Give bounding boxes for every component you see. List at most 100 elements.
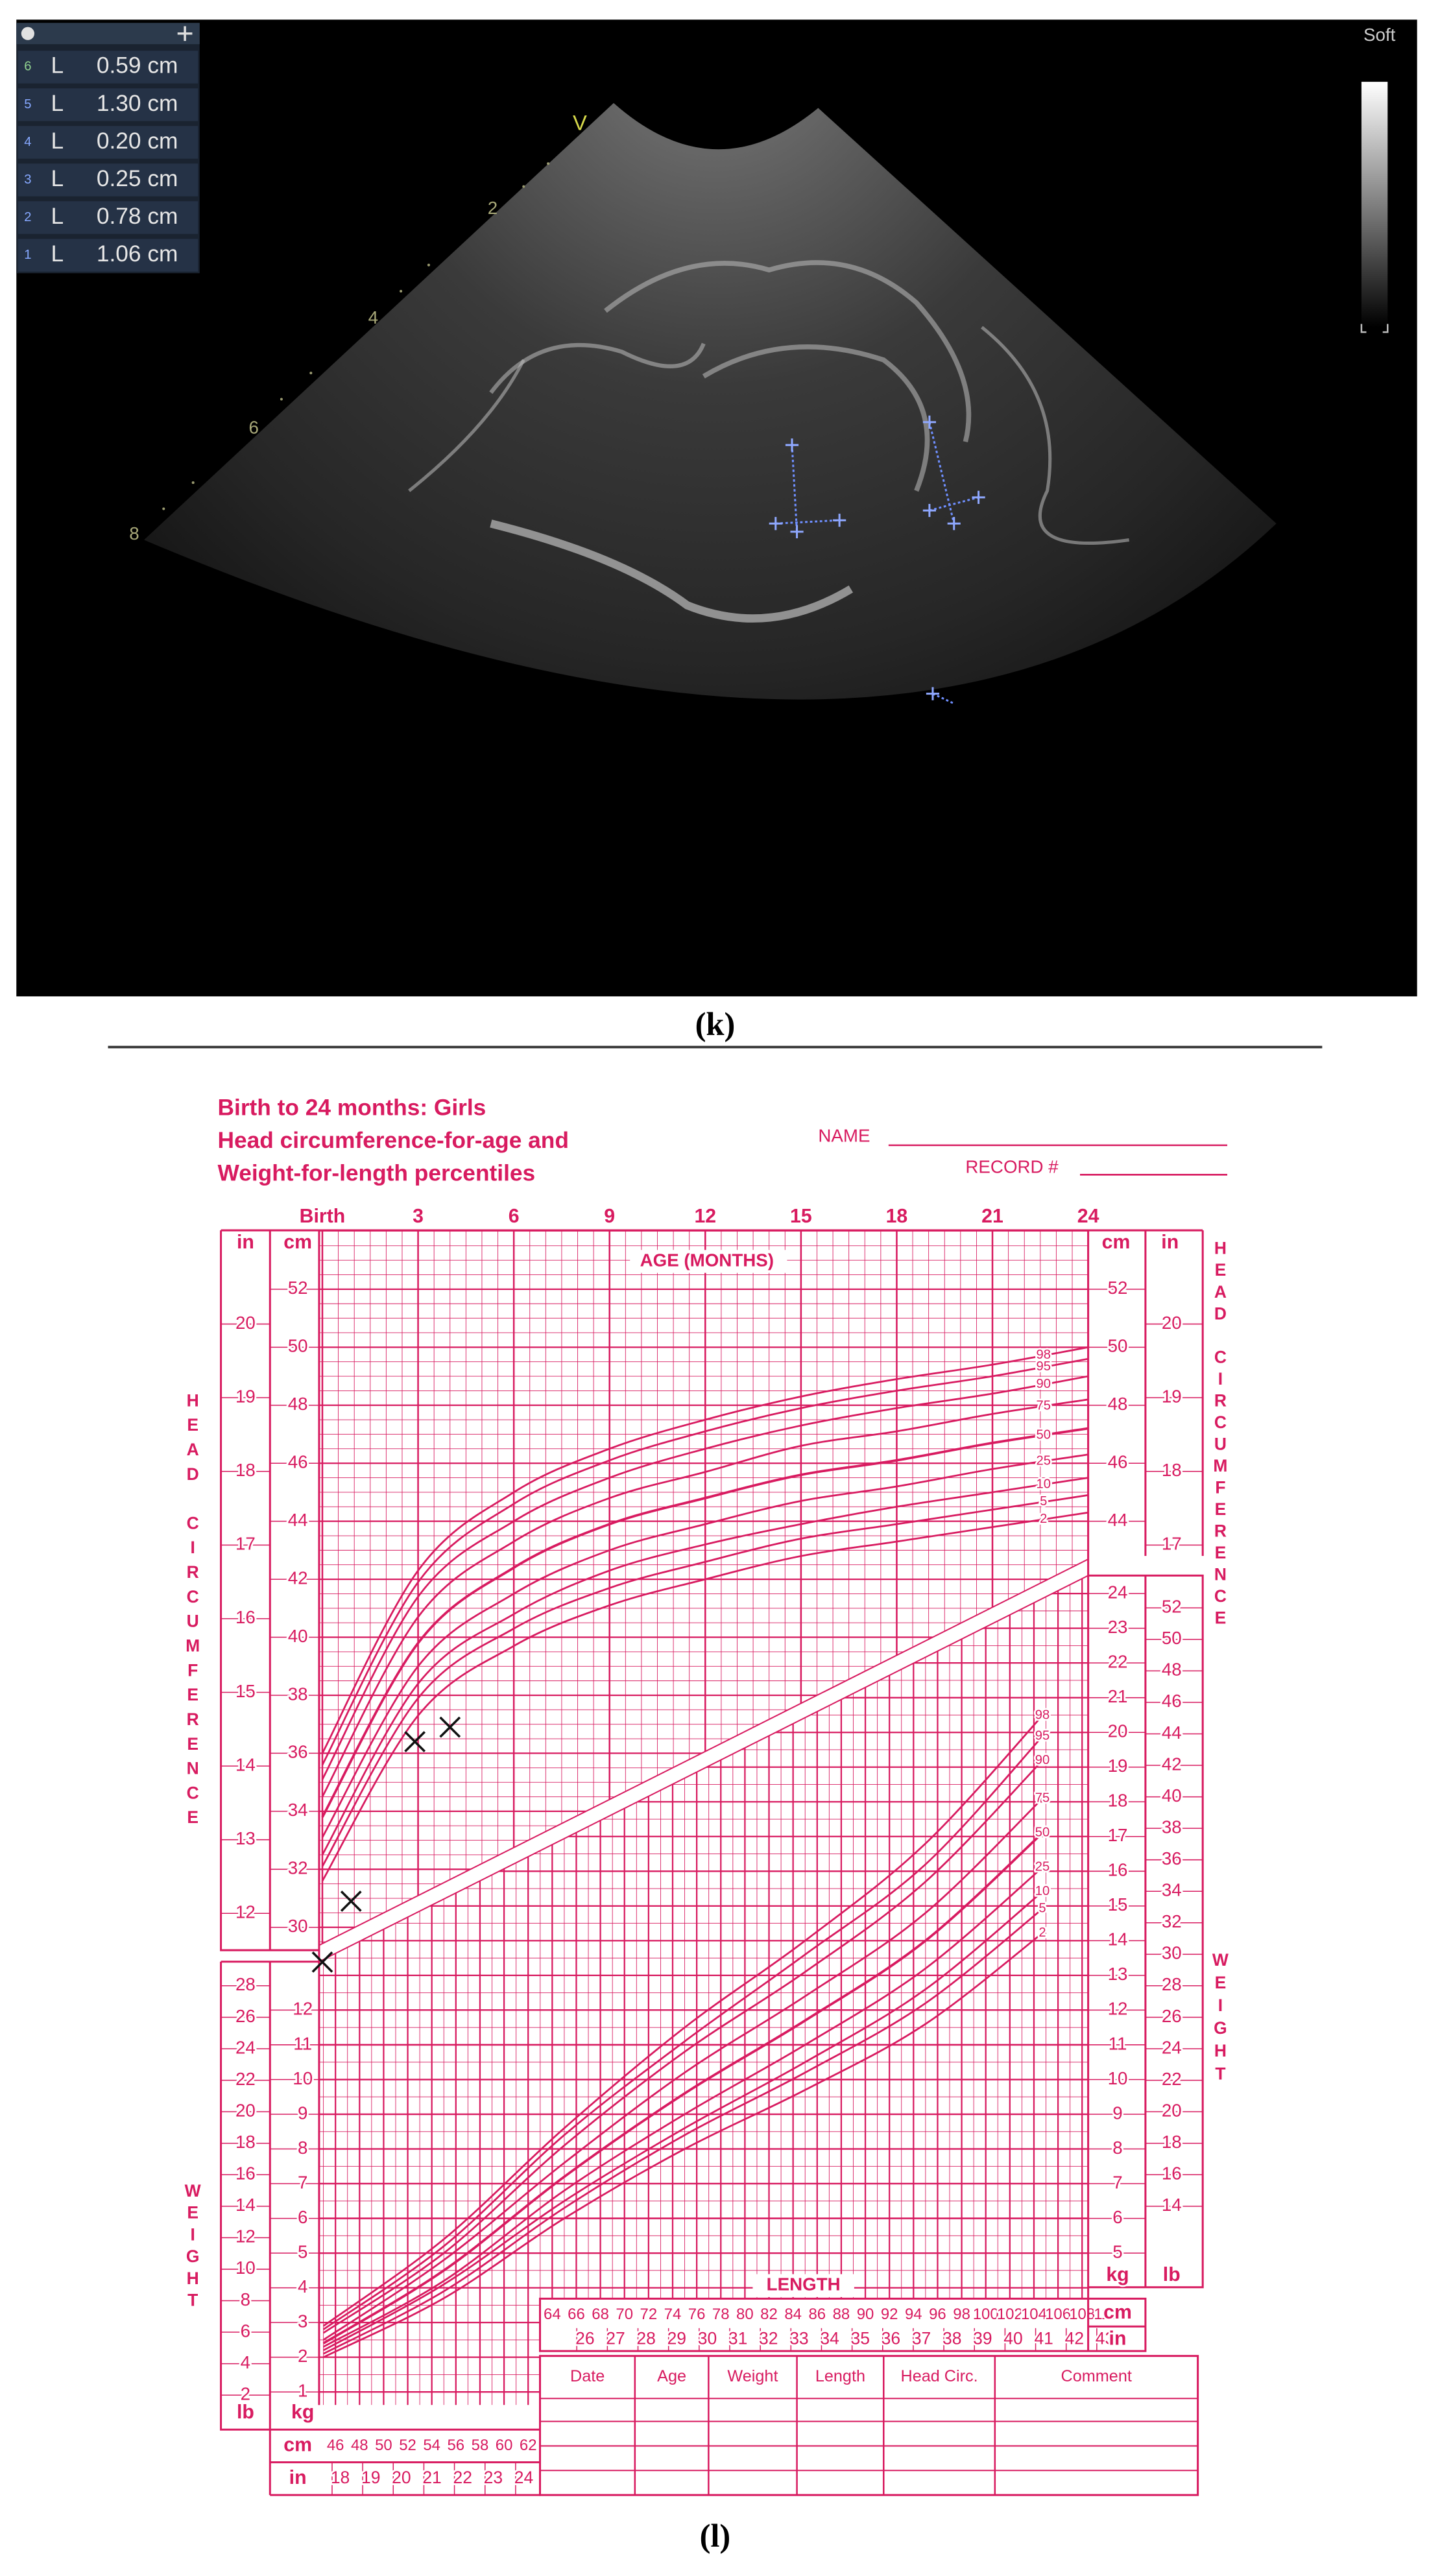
x-tick-label: 46: [327, 2437, 344, 2454]
percentile-label: 25: [1035, 1860, 1050, 1874]
y-tick-label: 32: [288, 1858, 308, 1878]
weight-grid: [318, 1575, 1088, 2405]
x-tick-label: 40: [1003, 2328, 1022, 2348]
x-tick-label: 66: [568, 2306, 585, 2323]
measurement-value: 1.06 cm: [97, 241, 178, 267]
x-tick-label: 88: [833, 2306, 850, 2323]
x-tick-label: 70: [616, 2306, 633, 2323]
y-tick-label: 52: [1162, 1597, 1182, 1617]
y-tick-label: 28: [235, 1974, 256, 1994]
y-tick-label: 18: [1162, 1460, 1182, 1480]
depth-label: 2: [488, 198, 498, 218]
x-tick-label: 33: [789, 2328, 808, 2348]
measurement-number: 2: [24, 210, 31, 224]
y-tick-label: 10: [235, 2258, 256, 2278]
x-tick-label: 56: [447, 2437, 464, 2454]
percentile-label: 5: [1040, 1494, 1047, 1509]
y-tick-label: 11: [1109, 2033, 1127, 2053]
x-tick-label: 108: [1069, 2306, 1095, 2323]
y-tick-label: 24: [1108, 1582, 1128, 1602]
x-tick-label: 42: [1065, 2328, 1084, 2348]
measurement-point: [340, 1890, 362, 1912]
depth-label: 8: [129, 523, 139, 543]
y-tick-label: 17: [1108, 1825, 1128, 1845]
gray-bar-bracket: [1360, 324, 1389, 333]
x-axis-title: LENGTH: [767, 2274, 841, 2295]
y-tick-label: 17: [1162, 1534, 1182, 1554]
measurement-row: [18, 51, 198, 84]
x-tick-label: 9: [604, 1206, 615, 1227]
y-tick-label: 4: [241, 2352, 250, 2372]
percentile-label: 75: [1037, 1399, 1051, 1413]
y-tick-label: 8: [241, 2289, 250, 2309]
x-tick-label: 3: [413, 1206, 424, 1227]
y-tick-label: 6: [298, 2207, 307, 2227]
x-tick-label: 72: [640, 2306, 658, 2323]
measurement-point: [311, 1951, 333, 1973]
depth-label: 6: [248, 417, 258, 437]
x-tick-label: 80: [736, 2306, 754, 2323]
y-tick-label: 36: [288, 1742, 308, 1762]
table-header: Length: [815, 2367, 865, 2385]
y-tick-label: 34: [288, 1800, 308, 1820]
y-tick-label: 30: [1162, 1943, 1182, 1963]
x-tick-label: 39: [973, 2328, 992, 2348]
unit-label: lb: [1163, 2264, 1181, 2285]
percentile-curve: [321, 1346, 1088, 1754]
y-tick-label: 8: [1112, 2138, 1122, 2158]
x-tick-label: 6: [509, 1206, 520, 1227]
y-tick-label: 44: [1162, 1723, 1182, 1743]
x-tick-label: 24: [514, 2468, 533, 2487]
y-tick-label: 40: [1162, 1785, 1182, 1806]
y-tick-label: 14: [1162, 2195, 1182, 2215]
x-tick-label: 23: [484, 2468, 503, 2487]
y-tick-label: 20: [1162, 2100, 1182, 2120]
y-tick-label: 50: [1108, 1336, 1128, 1356]
unit-label: cm: [283, 1232, 312, 1253]
y-tick-label: 10: [1108, 2068, 1128, 2088]
y-tick-label: 5: [298, 2241, 307, 2261]
y-tick-label: 20: [235, 2100, 256, 2120]
measurement-value: 1.30 cm: [97, 91, 178, 116]
y-tick-label: 12: [293, 1999, 313, 2019]
x-tick-label: 100: [973, 2306, 999, 2323]
measurement-number: 4: [24, 135, 31, 149]
y-tick-label: 18: [1108, 1791, 1128, 1811]
y-tick-label: 8: [298, 2138, 307, 2158]
x-tick-label: 92: [881, 2306, 898, 2323]
y-tick-label: 18: [235, 2132, 256, 2152]
y-tick-label: 36: [1162, 1848, 1182, 1868]
y-tick-label: 24: [235, 2037, 256, 2057]
measurement-point: [404, 1731, 426, 1752]
x-tick-label: 26: [575, 2328, 594, 2348]
percentile-label: 50: [1035, 1826, 1050, 1840]
preset-label: Soft: [1363, 25, 1396, 45]
unit-label: cm: [1102, 1232, 1131, 1253]
y-tick-label: 46: [288, 1452, 308, 1472]
y-tick-label: 48: [288, 1394, 308, 1414]
y-tick-label: 22: [1162, 2069, 1182, 2089]
y-tick-label: 42: [1162, 1754, 1182, 1774]
x-tick-label: 32: [759, 2328, 778, 2348]
measurement-type: L: [51, 241, 64, 267]
frame: [220, 1229, 1204, 2405]
percentile-label: 25: [1037, 1454, 1051, 1468]
unit-label: lb: [237, 2402, 254, 2423]
x-tick-label: 27: [606, 2328, 625, 2348]
x-tick-label: 102: [997, 2306, 1023, 2323]
y-tick-label: 50: [1162, 1628, 1182, 1648]
percentile-curve: [321, 1494, 1088, 1867]
x-tick-label: 29: [667, 2328, 686, 2348]
x-tick-label: 50: [375, 2437, 392, 2454]
x-tick-label: 36: [882, 2328, 900, 2348]
gray-bar: [1361, 82, 1388, 328]
y-tick-label: 38: [1162, 1817, 1182, 1837]
y-axis-title: WEIGHT: [1210, 1950, 1230, 2086]
y-tick-label: 32: [1162, 1911, 1182, 1931]
y-tick-label: 12: [235, 1902, 256, 1922]
y-axis-title: HEAD CIRCUMFERENCE: [1210, 1239, 1230, 1630]
measurement-type: L: [51, 128, 64, 154]
x-tick-label: 21: [981, 1206, 1003, 1227]
measurement-number: 3: [24, 173, 31, 187]
percentile-curve: [322, 1732, 1047, 2330]
